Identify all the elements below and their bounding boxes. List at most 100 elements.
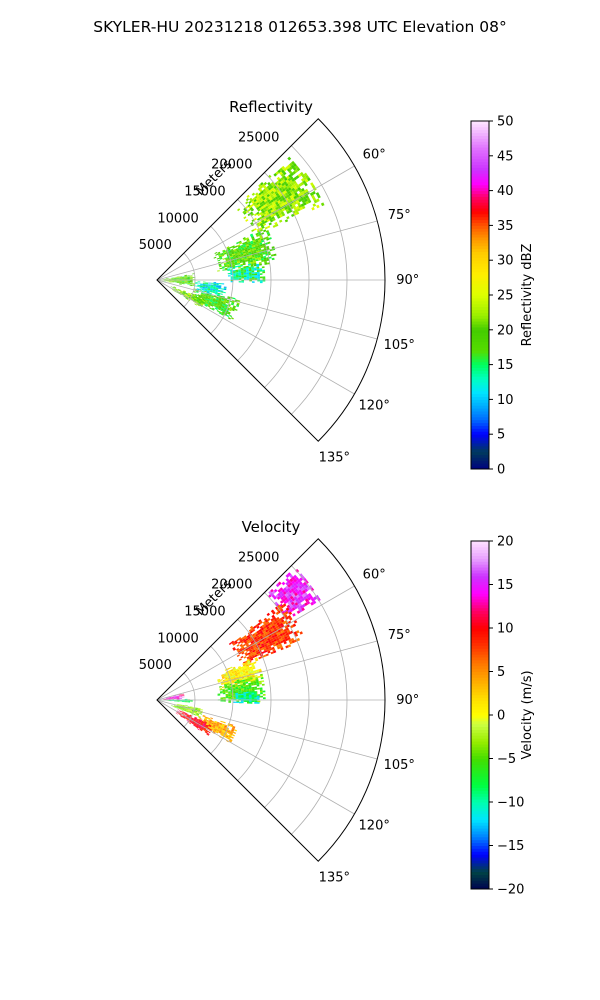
echo-cell: [256, 243, 260, 246]
echo-cell: [254, 275, 258, 277]
echo-cell: [277, 589, 282, 593]
echo-cell: [200, 303, 204, 306]
echo-cell: [257, 276, 260, 279]
echo-cell: [278, 620, 283, 625]
echo-cell: [253, 683, 257, 686]
echo-cell: [203, 719, 207, 722]
echo-cell: [225, 694, 229, 697]
echo-cell: [194, 297, 198, 300]
colorbar-swatch: [471, 831, 489, 835]
echo-cell: [193, 719, 197, 721]
echo-cell: [187, 280, 191, 281]
colorbar-swatch: [471, 862, 489, 867]
echo-cell: [299, 573, 304, 578]
echo-cell: [241, 697, 244, 700]
echo-cell: [199, 298, 203, 301]
echo-cell: [284, 589, 289, 594]
echo-cell: [236, 644, 240, 647]
echo-cell: [179, 292, 183, 294]
echo-cell: [249, 625, 254, 629]
colorbar-swatch: [471, 697, 489, 701]
colorbar-swatch: [471, 651, 489, 655]
echo-cell: [298, 585, 303, 590]
echo-cell: [184, 278, 188, 280]
echo-cell: [200, 722, 204, 725]
echo-cell: [290, 164, 295, 169]
echo-cell: [222, 689, 226, 692]
echo-cell: [258, 200, 262, 204]
echo-cell: [182, 700, 185, 702]
azimuth-spoke: [156, 279, 378, 340]
echo-cell: [189, 721, 192, 724]
echo-cell: [240, 695, 244, 697]
echo-cell: [186, 714, 190, 717]
echo-cell: [184, 282, 188, 284]
echo-cell: [182, 281, 185, 283]
echo-cell: [200, 293, 204, 295]
echo-cell: [236, 638, 240, 642]
echo-cell: [262, 243, 266, 246]
figure-suptitle: SKYLER-HU 20231218 012653.398 UTC Elevat…: [93, 18, 507, 36]
echo-cell: [257, 208, 261, 212]
echo-cell: [197, 707, 201, 710]
colorbar-swatch: [471, 460, 489, 464]
echo-cell: [230, 248, 234, 251]
echo-cell: [255, 678, 259, 681]
echo-cell: [305, 200, 309, 205]
echo-cell: [280, 211, 285, 215]
echo-cell: [281, 197, 286, 201]
echo-cell: [202, 295, 206, 297]
echo-cell: [296, 583, 301, 587]
echo-cell: [182, 292, 186, 294]
echo-cell: [272, 637, 276, 641]
echo-cell: [250, 640, 254, 644]
echo-cell: [252, 281, 255, 283]
echo-cell: [294, 602, 299, 606]
echo-cell: [266, 648, 270, 652]
echo-cell: [208, 721, 212, 724]
echo-cell: [187, 282, 190, 284]
echo-cell: [241, 257, 245, 260]
echo-cell: [276, 622, 280, 626]
echo-cell: [182, 278, 185, 280]
echo-cell: [183, 708, 187, 711]
echo-cell: [226, 683, 230, 685]
echo-cell: [184, 275, 188, 276]
echo-cell: [294, 588, 299, 593]
echo-cell: [207, 727, 210, 730]
colorbar-swatch: [471, 567, 489, 571]
echo-cell: [301, 575, 306, 580]
echo-cell: [291, 213, 295, 217]
echo-cell: [195, 708, 198, 710]
echo-cell: [257, 687, 260, 690]
echo-cell: [264, 251, 268, 255]
echo-cell: [247, 670, 251, 673]
echo-cell: [209, 720, 212, 723]
echo-cell: [228, 642, 232, 645]
echo-cell: [194, 294, 198, 296]
echo-cell: [293, 176, 298, 181]
echo-cell: [198, 720, 202, 723]
echo-cell: [251, 683, 254, 686]
echo-cell: [231, 260, 235, 263]
echo-cell: [281, 179, 286, 183]
echo-cell: [267, 644, 271, 648]
echo-cell: [237, 682, 241, 684]
echo-cell: [234, 308, 238, 311]
echo-cell: [212, 288, 216, 290]
echo-cell: [251, 276, 255, 279]
colorbar-swatch: [471, 364, 489, 368]
echo-cell: [246, 275, 250, 277]
echo-cell: [194, 722, 198, 725]
echo-cell: [187, 278, 190, 279]
echo-cell: [276, 203, 280, 207]
echo-cell: [190, 278, 193, 280]
echo-cell: [237, 265, 241, 268]
echo-cell: [248, 628, 253, 632]
colorbar-swatch: [471, 552, 489, 556]
echo-cell: [275, 625, 279, 629]
echo-cell: [198, 295, 201, 298]
echo-cell: [281, 213, 286, 217]
echo-cell: [267, 199, 271, 203]
echo-cell: [251, 648, 255, 651]
